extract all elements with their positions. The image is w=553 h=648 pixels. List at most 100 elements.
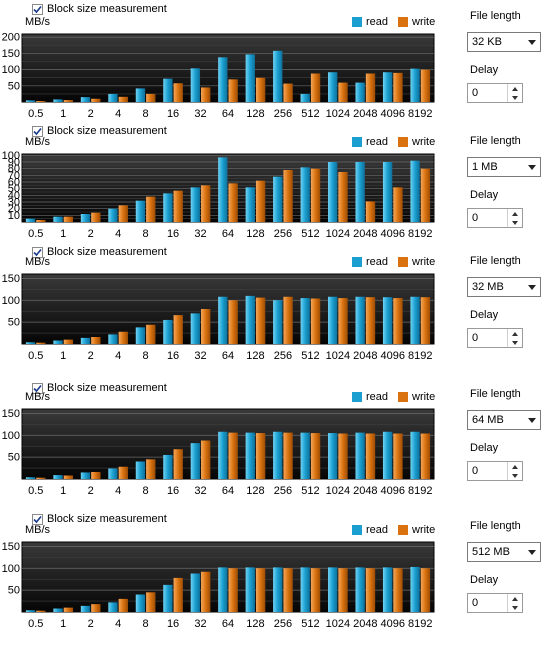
legend-read: read	[352, 256, 388, 268]
delay-spinner[interactable]	[467, 328, 523, 348]
x-tick-label: 4	[115, 618, 121, 630]
bar-read	[190, 68, 201, 102]
bar-read	[273, 431, 283, 479]
bar-write	[393, 72, 403, 102]
chevron-down-icon[interactable]	[524, 158, 540, 176]
legend-write: write	[398, 391, 435, 403]
spin-up-icon[interactable]	[508, 329, 522, 338]
y-tick-label: 50	[8, 317, 20, 329]
bar-read	[300, 567, 310, 612]
x-tick-label: 2048	[353, 485, 377, 497]
bar-write	[173, 315, 183, 344]
spinner-buttons[interactable]	[507, 84, 522, 102]
chevron-down-icon[interactable]	[524, 33, 540, 51]
benchmark-panel: Block size measurement File length 32 MB De…	[0, 245, 553, 375]
block-size-checkbox[interactable]: Block size measurement	[32, 513, 167, 525]
x-tick-label: 128	[246, 350, 264, 362]
legend-label-read: read	[366, 391, 389, 403]
bar-read	[355, 162, 365, 222]
block-size-checkbox[interactable]: Block size measurement	[32, 3, 167, 15]
delay-input[interactable]	[470, 210, 510, 226]
bar-write	[36, 220, 46, 222]
x-tick-label: 1	[60, 618, 66, 630]
checkbox-box[interactable]	[32, 513, 43, 525]
y-tick-label: 100	[2, 150, 20, 162]
checkbox-box[interactable]	[32, 382, 43, 394]
y-tick-label: 70	[8, 170, 20, 182]
bar-write	[338, 298, 348, 344]
spinner-buttons[interactable]	[507, 329, 522, 347]
bar-read	[108, 208, 118, 222]
spinner-buttons[interactable]	[507, 209, 522, 227]
bar-read	[328, 296, 338, 344]
bar-read	[80, 97, 91, 102]
x-tick-label: 0.5	[28, 350, 43, 362]
spin-down-icon[interactable]	[508, 603, 522, 612]
checkbox-box[interactable]	[32, 3, 43, 15]
chevron-down-icon[interactable]	[524, 278, 540, 296]
spin-up-icon[interactable]	[508, 84, 522, 93]
x-tick-label: 256	[274, 350, 292, 362]
spin-down-icon[interactable]	[508, 471, 522, 480]
x-tick-label: 8	[143, 485, 149, 497]
spinner-buttons[interactable]	[507, 594, 522, 612]
spin-down-icon[interactable]	[508, 338, 522, 347]
delay-input[interactable]	[470, 85, 510, 101]
bar-write	[255, 297, 266, 344]
y-tick-label: 20	[8, 203, 20, 215]
bar-write	[420, 433, 431, 479]
bar-write	[310, 298, 321, 344]
block-size-checkbox[interactable]: Block size measurement	[32, 246, 167, 258]
chevron-down-icon[interactable]	[524, 411, 540, 429]
legend-label-write: write	[412, 136, 436, 148]
file-length-select[interactable]: 1 MB	[467, 157, 541, 177]
checkmark-icon	[33, 384, 42, 392]
bar-write	[365, 201, 376, 222]
bar-read	[135, 200, 146, 222]
bar-write	[63, 475, 74, 479]
checkbox-label: Block size measurement	[47, 382, 167, 394]
spin-up-icon[interactable]	[508, 209, 522, 218]
bar-read	[190, 573, 201, 612]
delay-input[interactable]	[470, 463, 510, 479]
bar-read	[328, 433, 338, 479]
x-tick-label: 64	[222, 228, 234, 240]
bar-write	[118, 598, 128, 612]
bar-read	[273, 176, 283, 222]
delay-input[interactable]	[470, 595, 510, 611]
block-size-checkbox[interactable]: Block size measurement	[32, 382, 167, 394]
delay-input[interactable]	[470, 330, 510, 346]
spinner-buttons[interactable]	[507, 462, 522, 480]
x-tick-label: 0.5	[28, 108, 43, 120]
delay-spinner[interactable]	[467, 208, 523, 228]
spin-up-icon[interactable]	[508, 462, 522, 471]
delay-spinner[interactable]	[467, 83, 523, 103]
checkbox-box[interactable]	[32, 246, 43, 258]
benchmark-panel: Block size measurement File length 64 MB De…	[0, 378, 553, 508]
x-tick-label: 2048	[353, 108, 377, 120]
delay-spinner[interactable]	[467, 461, 523, 481]
bar-read	[382, 567, 393, 612]
checkbox-box[interactable]	[32, 125, 43, 137]
chevron-down-icon[interactable]	[524, 543, 540, 561]
spin-down-icon[interactable]	[508, 93, 522, 102]
file-length-select[interactable]: 32 MB	[467, 277, 541, 297]
spin-up-icon[interactable]	[508, 594, 522, 603]
bar-read	[80, 472, 91, 479]
spin-down-icon[interactable]	[508, 218, 522, 227]
delay-spinner[interactable]	[467, 593, 523, 613]
file-length-value: 512 MB	[472, 546, 510, 558]
bar-read	[218, 57, 228, 102]
x-tick-label: 8192	[408, 228, 432, 240]
x-tick-label: 512	[301, 108, 319, 120]
x-tick-label: 2	[88, 108, 94, 120]
x-tick-label: 64	[222, 350, 234, 362]
file-length-select[interactable]: 64 MB	[467, 410, 541, 430]
block-size-checkbox[interactable]: Block size measurement	[32, 125, 167, 137]
file-length-select[interactable]: 512 MB	[467, 542, 541, 562]
bar-read	[218, 296, 228, 344]
bar-write	[36, 610, 46, 612]
file-length-select[interactable]: 32 KB	[467, 32, 541, 52]
plot-background	[21, 273, 435, 345]
